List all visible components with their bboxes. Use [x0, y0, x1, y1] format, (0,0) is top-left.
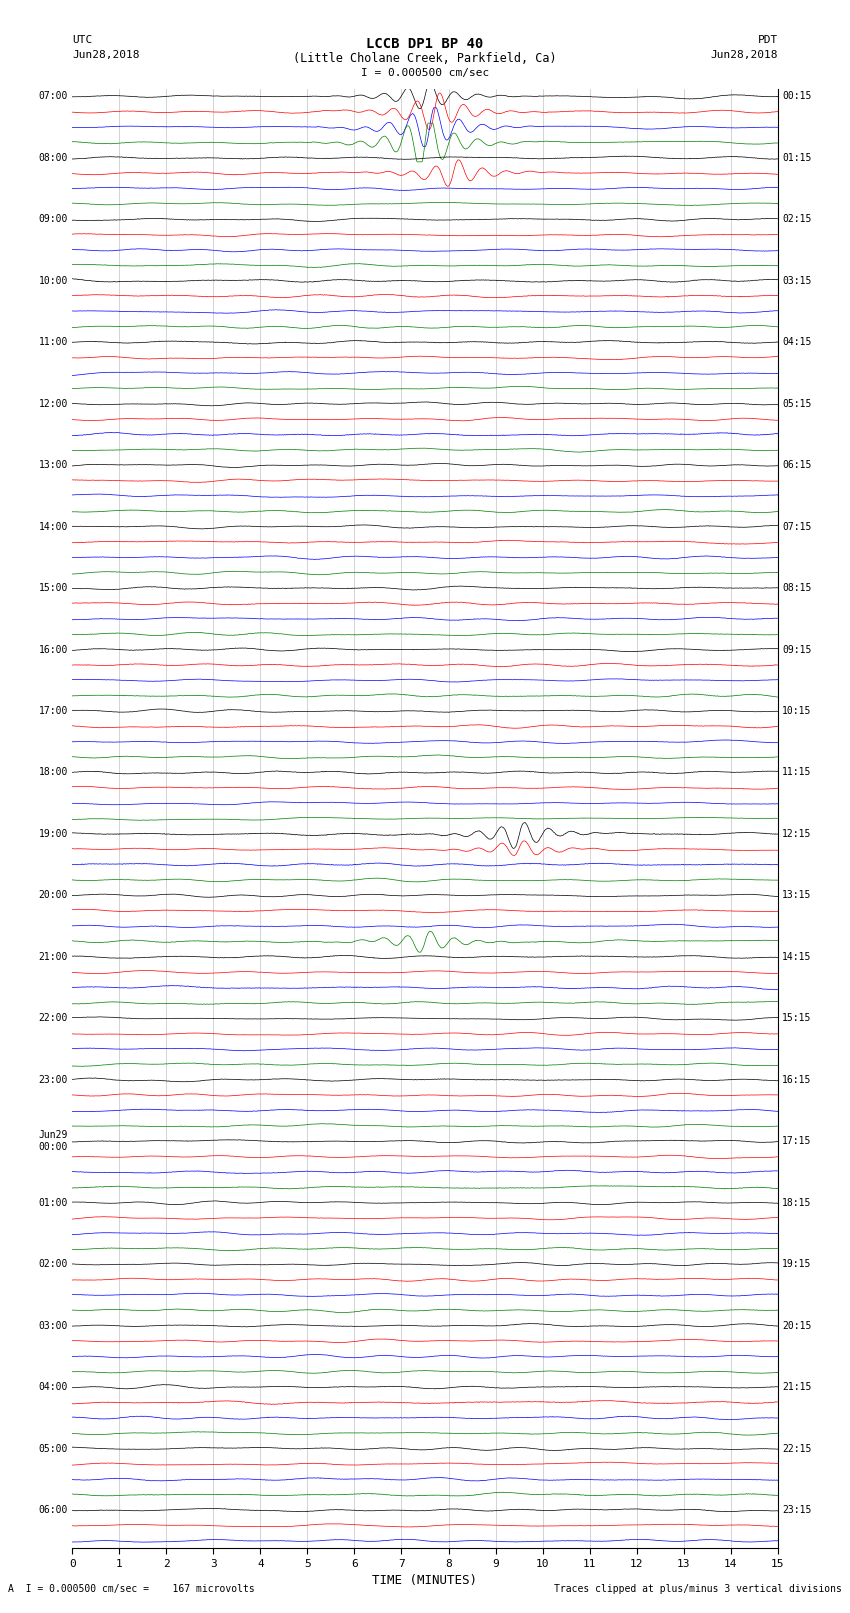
X-axis label: TIME (MINUTES): TIME (MINUTES): [372, 1574, 478, 1587]
Text: UTC: UTC: [72, 35, 93, 45]
Text: PDT: PDT: [757, 35, 778, 45]
Text: Jun28,2018: Jun28,2018: [711, 50, 778, 60]
Text: (Little Cholane Creek, Parkfield, Ca): (Little Cholane Creek, Parkfield, Ca): [293, 52, 557, 65]
Text: Traces clipped at plus/minus 3 vertical divisions: Traces clipped at plus/minus 3 vertical …: [553, 1584, 842, 1594]
Text: I = 0.000500 cm/sec: I = 0.000500 cm/sec: [361, 68, 489, 77]
Text: LCCB DP1 BP 40: LCCB DP1 BP 40: [366, 37, 484, 52]
Text: A  I = 0.000500 cm/sec =    167 microvolts: A I = 0.000500 cm/sec = 167 microvolts: [8, 1584, 255, 1594]
Text: Jun28,2018: Jun28,2018: [72, 50, 139, 60]
